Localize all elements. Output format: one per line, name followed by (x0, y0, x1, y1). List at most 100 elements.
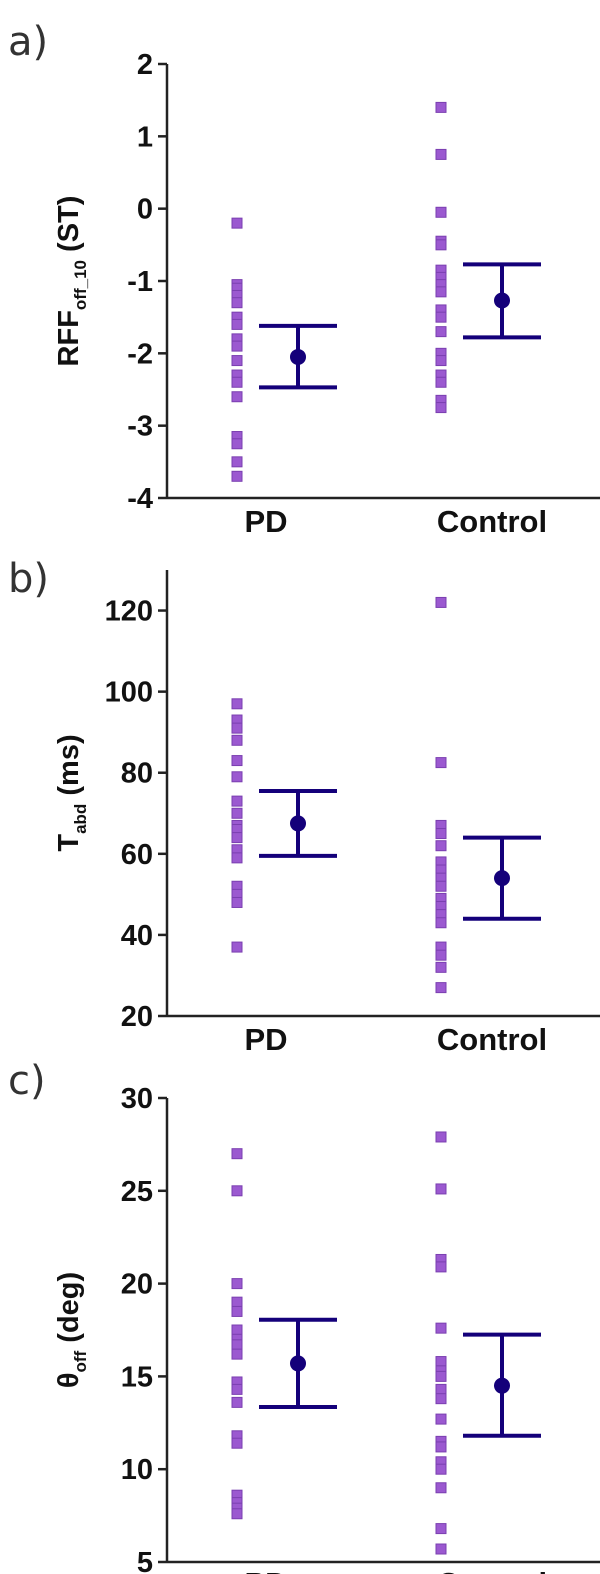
data-point (231, 734, 243, 746)
data-point (231, 470, 243, 482)
data-point (231, 376, 243, 388)
data-point (435, 1356, 447, 1368)
y-tick-label: 100 (105, 677, 153, 709)
y-tick-label: -1 (127, 266, 153, 298)
data-point (435, 1523, 447, 1535)
data-point (435, 917, 447, 929)
data-point (435, 1543, 447, 1555)
y-tick-label: 60 (121, 839, 153, 871)
y-tick-label: -3 (127, 411, 153, 443)
y-tick-label: 5 (137, 1547, 153, 1574)
category-label-pd: PD (244, 1022, 287, 1057)
mean-marker (494, 292, 510, 309)
category-label-control: Control (437, 1566, 547, 1574)
data-point (435, 840, 447, 852)
y-tick-label: 20 (121, 1269, 153, 1301)
data-point (231, 456, 243, 468)
mean-marker (494, 1377, 510, 1394)
y-axis-title: RFFoff_10 (ST) (53, 196, 90, 367)
data-point (231, 832, 243, 844)
y-axis-title-main: T (53, 834, 85, 852)
data-point (231, 1383, 243, 1395)
data-point (435, 402, 447, 414)
data-point (435, 982, 447, 994)
y-tick-label: -4 (127, 483, 153, 515)
data-point (231, 852, 243, 864)
data-point (231, 1508, 243, 1520)
y-tick-label: 40 (121, 920, 153, 952)
y-tick-label: 2 (137, 49, 153, 81)
data-point (231, 1339, 243, 1351)
category-label-pd: PD (244, 504, 287, 539)
y-axis-title-main: θ (53, 1372, 85, 1388)
y-tick-label: 25 (121, 1176, 153, 1208)
panel-label: b) (8, 556, 49, 602)
mean-marker (494, 870, 510, 887)
data-point (435, 376, 447, 388)
data-point (435, 949, 447, 961)
data-point (231, 941, 243, 953)
data-point (231, 1324, 243, 1336)
data-point (435, 757, 447, 769)
data-point (231, 1437, 243, 1449)
data-point (231, 318, 243, 330)
data-point (435, 1370, 447, 1382)
mean-marker (290, 348, 306, 365)
data-point (231, 438, 243, 450)
y-axis-title-unit: (deg) (53, 1272, 85, 1351)
data-point (231, 771, 243, 783)
data-point (435, 1183, 447, 1195)
y-tick-label: 80 (121, 758, 153, 790)
y-axis-title-sub: off_10 (71, 260, 90, 310)
data-point (435, 355, 447, 367)
data-point (435, 1261, 447, 1273)
data-point (435, 206, 447, 218)
y-tick-label: -2 (127, 338, 153, 370)
data-point (435, 311, 447, 323)
data-point (435, 1383, 447, 1395)
panel-2: b) 120 100 80 60 40 20 Tabd (ms) PD Control (8, 556, 600, 1057)
data-point (435, 1463, 447, 1475)
data-point (231, 1296, 243, 1308)
y-tick-label: 1 (137, 121, 153, 153)
data-point (231, 896, 243, 908)
category-label-pd: PD (244, 1566, 287, 1574)
data-point (435, 1441, 447, 1453)
data-point (435, 326, 447, 338)
mean-marker (290, 815, 306, 832)
data-point (231, 217, 243, 229)
y-axis-title: θoff (deg) (53, 1272, 90, 1388)
y-axis-title: Tabd (ms) (53, 734, 90, 851)
data-point (435, 880, 447, 892)
y-axis-title-sub: off (71, 1350, 90, 1372)
data-point (231, 1185, 243, 1197)
data-point (231, 1348, 243, 1360)
data-point (231, 391, 243, 403)
y-tick-label: 15 (121, 1361, 153, 1393)
y-tick-label: 20 (121, 1001, 153, 1033)
data-point (231, 807, 243, 819)
data-point (435, 596, 447, 608)
category-label-control: Control (437, 504, 547, 539)
panel-3: c) 30 25 20 15 10 5 θoff (deg) PD Control (8, 1058, 600, 1574)
data-point (435, 1482, 447, 1494)
y-tick-label: 120 (105, 596, 153, 628)
panel-label: a) (8, 19, 48, 65)
y-tick-label: 10 (121, 1454, 153, 1486)
y-axis-title-unit: (ST) (53, 196, 85, 260)
y-axis-title-main: RFF (53, 310, 85, 366)
data-point (435, 1413, 447, 1425)
y-axis-title-sub: abd (71, 804, 90, 834)
data-point (231, 1148, 243, 1160)
data-point (435, 148, 447, 160)
category-label-control: Control (437, 1022, 547, 1057)
data-point (231, 795, 243, 807)
data-point (231, 698, 243, 710)
data-point (435, 1393, 447, 1405)
data-point (435, 961, 447, 973)
data-point (231, 1278, 243, 1290)
panel-label: c) (8, 1058, 46, 1104)
y-tick-label: 30 (121, 1083, 153, 1115)
data-point (435, 1131, 447, 1143)
